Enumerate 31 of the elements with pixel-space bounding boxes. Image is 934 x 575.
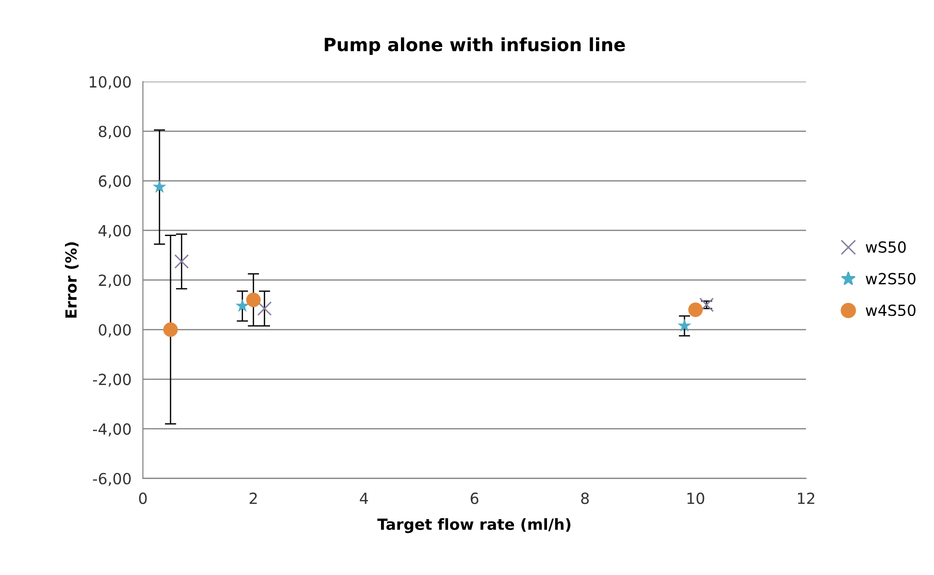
y-tick-label: -6,00 xyxy=(93,472,131,486)
point xyxy=(257,301,272,316)
y-tick-label: -4,00 xyxy=(93,423,131,436)
x-tick-label: 12 xyxy=(798,492,814,504)
point xyxy=(235,298,250,312)
y-tick-label: 0,00 xyxy=(98,324,131,338)
x-tick-label: 2 xyxy=(250,492,257,504)
y-axis-title: Error (%) xyxy=(64,242,79,318)
y-tick-label: -2,00 xyxy=(93,374,131,387)
y-tick-label: 8,00 xyxy=(98,126,131,139)
x-axis-title: Target flow rate (ml/h) xyxy=(377,518,570,534)
x-tick-label: 8 xyxy=(581,492,589,504)
point xyxy=(699,298,714,312)
legend-label: wS50 xyxy=(866,241,906,253)
y-tick-label: 6,00 xyxy=(98,175,131,188)
point xyxy=(688,302,703,318)
x-tick-label: 0 xyxy=(139,492,147,504)
x-tick-label: 6 xyxy=(470,492,478,504)
y-tick-label: 10,00 xyxy=(90,76,131,90)
y-tick-label: 2,00 xyxy=(98,274,131,288)
chart-title: Pump alone with infusion line xyxy=(324,37,625,55)
point xyxy=(152,180,166,193)
y-tick-label: 4,00 xyxy=(98,224,131,238)
point xyxy=(246,292,261,308)
point xyxy=(174,254,189,269)
legend-label: w2S50 xyxy=(866,272,916,284)
point xyxy=(163,322,178,337)
legend-label: w4S50 xyxy=(866,304,916,316)
point xyxy=(678,318,692,332)
x-tick-label: 4 xyxy=(360,492,368,504)
x-tick-label: 10 xyxy=(687,492,704,504)
